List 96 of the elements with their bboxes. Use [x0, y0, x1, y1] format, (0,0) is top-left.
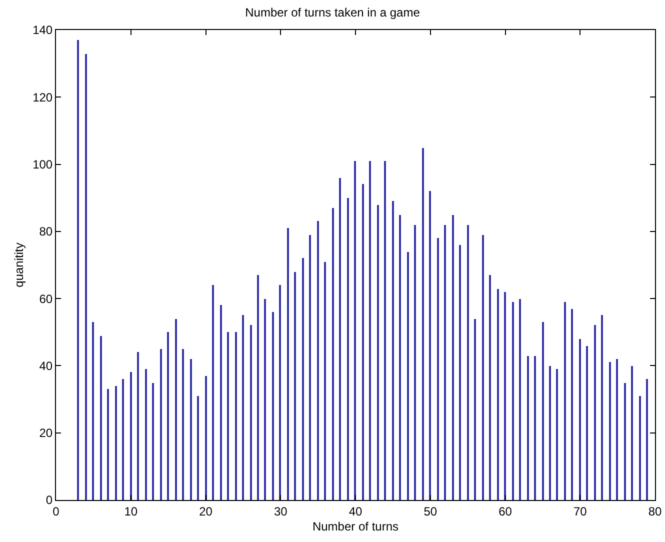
bar — [504, 292, 506, 500]
bar — [571, 309, 573, 500]
chart-title: Number of turns taken in a game — [245, 6, 420, 20]
y-tick-label: 120 — [32, 90, 53, 104]
bar — [422, 148, 424, 500]
bar — [160, 349, 162, 500]
bar — [302, 258, 304, 500]
bar — [414, 225, 416, 500]
bar — [384, 161, 386, 500]
y-tick-label: 0 — [46, 493, 53, 508]
bar — [227, 332, 229, 500]
y-tick-label: 40 — [39, 358, 53, 373]
bar — [594, 325, 596, 500]
x-tick-label: 60 — [498, 504, 512, 518]
x-tick-label: 80 — [648, 504, 662, 518]
bar — [167, 332, 169, 500]
bar — [527, 356, 529, 500]
bar — [257, 275, 259, 500]
bar — [332, 208, 334, 500]
bar — [354, 161, 356, 500]
y-axis-title: quanitity — [12, 242, 26, 288]
x-tick-label: 50 — [424, 504, 438, 518]
bar — [616, 359, 618, 500]
bar — [474, 319, 476, 500]
bar — [639, 396, 641, 500]
bar — [429, 191, 431, 500]
x-tick-label: 10 — [124, 504, 138, 518]
x-tick-label: 20 — [199, 504, 213, 518]
bar — [339, 178, 341, 500]
bar — [294, 272, 296, 500]
bar — [362, 184, 364, 500]
bar — [100, 336, 102, 500]
y-tick-label: 20 — [39, 426, 53, 440]
bar — [534, 356, 536, 500]
bar — [489, 275, 491, 500]
bar — [212, 285, 214, 500]
bar — [497, 289, 499, 500]
bar — [152, 383, 154, 500]
y-tick-label: 80 — [39, 224, 53, 239]
bar — [549, 366, 551, 500]
x-tick-label: 30 — [274, 504, 288, 518]
bar — [459, 245, 461, 500]
bar — [317, 221, 319, 500]
bar — [601, 315, 603, 500]
bar — [609, 362, 611, 500]
bar — [399, 215, 401, 500]
bar — [452, 215, 454, 500]
bar — [272, 312, 274, 500]
y-tick-label: 100 — [32, 157, 53, 172]
bar — [586, 346, 588, 500]
bar — [235, 332, 237, 500]
bar — [542, 322, 544, 500]
bar — [407, 252, 409, 500]
bar — [250, 325, 252, 500]
bar — [631, 366, 633, 500]
bar — [190, 359, 192, 500]
bar — [145, 369, 147, 500]
bar — [392, 201, 394, 500]
bar — [115, 386, 117, 500]
y-tick-label: 60 — [39, 292, 53, 306]
x-tick-label: 70 — [573, 504, 588, 518]
bar — [242, 315, 244, 500]
bar — [130, 372, 132, 500]
bar — [556, 369, 558, 500]
bar — [309, 235, 311, 500]
bar — [92, 322, 94, 500]
bar — [85, 54, 87, 500]
bar — [564, 302, 566, 500]
bar — [437, 238, 439, 500]
bar — [279, 285, 281, 500]
bar — [467, 225, 469, 500]
bar — [137, 352, 139, 500]
bar — [519, 299, 521, 500]
bar — [646, 379, 648, 500]
bar — [512, 302, 514, 500]
x-axis-title: Number of turns — [312, 519, 399, 534]
bar — [175, 319, 177, 500]
bar — [347, 198, 349, 500]
bar — [264, 299, 266, 500]
bar — [77, 40, 79, 500]
bar — [482, 235, 484, 500]
bar — [324, 262, 326, 500]
bar — [624, 383, 626, 500]
bar — [197, 396, 199, 500]
bar — [182, 349, 184, 500]
bar — [107, 389, 109, 500]
y-tick-label: 140 — [32, 23, 53, 38]
bar — [205, 376, 207, 500]
bar — [122, 379, 124, 500]
bar — [220, 305, 222, 500]
bar — [579, 339, 581, 500]
bar — [444, 225, 446, 500]
bar — [287, 228, 289, 500]
bar — [369, 161, 371, 500]
bar — [377, 205, 379, 500]
x-tick-label: 40 — [348, 504, 362, 518]
